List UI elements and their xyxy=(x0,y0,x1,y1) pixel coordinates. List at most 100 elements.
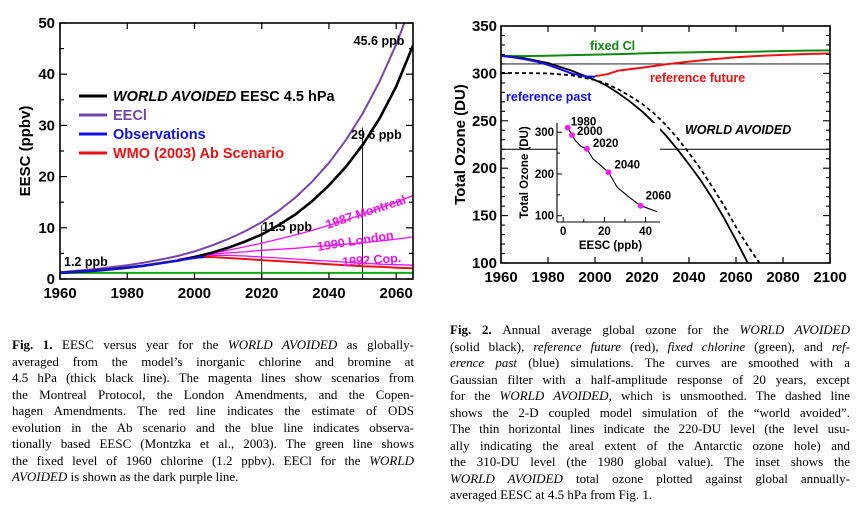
y-axis-title: EESC (ppbv) xyxy=(17,106,34,197)
point-label: 29.6 ppb xyxy=(351,128,402,142)
series-label: WORLD AVOIDED xyxy=(685,123,791,137)
caption-text: ref- xyxy=(831,338,850,354)
x-tick-label: 2040 xyxy=(312,285,345,302)
caption-text: Annual average global ozone for the xyxy=(502,322,740,337)
x-tick-label: 1980 xyxy=(111,285,144,302)
y-tick-label: 200 xyxy=(472,160,497,177)
figure-2-caption: Fig. 2. Annual average global ozone for … xyxy=(450,322,850,504)
caption-line: averaged EESC at 4.5 hPa from Fig. 1. xyxy=(450,487,850,504)
caption-text: as globally- xyxy=(337,337,414,352)
figure-1-caption: Fig. 1. EESC versus year for the WORLD A… xyxy=(12,337,414,486)
legend-entry: EECl xyxy=(113,108,147,124)
series-label: reference future xyxy=(650,71,745,85)
figure-1-eesc-chart: 1960 1980 2000 2020 2040 2060 0 10 20 30 40 50 EESC … xyxy=(17,15,414,302)
series-line-reference-future xyxy=(594,52,830,78)
caption-line: 4.5 hPa (thick black line). The magenta … xyxy=(12,370,414,387)
x-tick-label: 1980 xyxy=(531,269,564,286)
x-tick-label: 1960 xyxy=(484,269,517,286)
inset-x-tick-label: 20 xyxy=(598,226,611,238)
caption-text: evolution in the Ab scenario and the blu… xyxy=(12,419,414,435)
x-tick-label: 2060 xyxy=(719,269,752,286)
point-label: 45.6 ppb xyxy=(354,34,405,48)
caption-text: the 310-DU level (the 1980 global value)… xyxy=(450,454,850,469)
caption-text: averaged EESC at 4.5 hPa from Fig. 1. xyxy=(450,487,653,502)
series-line-1990-london xyxy=(177,236,413,261)
caption-text: EESC versus year for the xyxy=(62,337,228,352)
caption-text: 4.5 hPa (thick black line). The magenta … xyxy=(12,370,414,385)
caption-text: WORLD AVOIDED xyxy=(499,388,609,403)
caption-text: for the xyxy=(450,388,500,403)
inset-point-label: 2060 xyxy=(646,191,672,203)
series-line-fixed-cl xyxy=(501,49,830,58)
x-tick-label: 2080 xyxy=(766,269,799,286)
inset-point xyxy=(564,124,571,131)
caption-text: tionally based EESC (Montzka et al., 200… xyxy=(12,436,414,451)
scenario-label: 1987 Montreal xyxy=(324,193,408,232)
y-tick-label: 10 xyxy=(38,220,55,237)
x-tick-label: 2060 xyxy=(380,285,413,302)
caption-line: Gaussian filter with a half-amplitude re… xyxy=(450,372,850,389)
caption-label: Fig. 2. xyxy=(450,322,503,337)
caption-line: AVOIDED is shown as the dark purple line… xyxy=(12,469,414,486)
caption-text: (blue) simulations. The curves are smoot… xyxy=(517,355,851,370)
inset-point-label: 2040 xyxy=(615,159,641,171)
y-tick-label: 20 xyxy=(38,169,55,186)
series-line-reference-past xyxy=(501,54,596,78)
caption-line: erence past (blue) simulations. The curv… xyxy=(450,355,850,372)
y-tick-label: 40 xyxy=(38,66,55,83)
y-tick-label: 150 xyxy=(472,208,497,225)
caption-text: The thin horizontal lines indicate the 2… xyxy=(450,421,850,436)
caption-line: the fixed level of 1960 chlorine (1.2 pp… xyxy=(12,453,414,470)
inset-point-label: 2020 xyxy=(593,138,619,150)
caption-label: Fig. 1. xyxy=(12,337,63,352)
caption-text: (green), and xyxy=(745,338,832,354)
y-tick-label: 300 xyxy=(472,65,497,82)
legend-entry: Observations xyxy=(113,127,206,143)
inset-y-tick-label: 300 xyxy=(535,127,554,139)
caption-text: reference future xyxy=(533,338,622,354)
series-label: reference past xyxy=(506,90,592,104)
x-tick-label: 2100 xyxy=(813,269,846,286)
scenario-label: 1992 Cop. xyxy=(342,251,402,269)
series-line-1992-cop- xyxy=(177,254,413,266)
series-line-world-avoided xyxy=(501,55,749,263)
caption-text: hagen Amendments. The red line indicates… xyxy=(12,403,414,418)
caption-text: WORLD AVOIDED xyxy=(739,322,850,337)
series-line-observations xyxy=(60,256,205,274)
y-axis-title: Total Ozone (DU) xyxy=(452,84,469,205)
inset-y-axis-title: Total Ozone (DU) xyxy=(519,126,531,219)
caption-line: tionally based EESC (Montzka et al., 200… xyxy=(12,436,414,453)
caption-text: is shown as the dark purple line. xyxy=(67,469,239,484)
caption-text: AVOIDED xyxy=(12,469,68,484)
series-label: fixed Cl xyxy=(590,39,635,53)
point-label: 11.5 ppb xyxy=(262,220,312,234)
y-tick-label: 350 xyxy=(472,18,497,35)
figure-2-ozone-chart: 1960 1980 2000 2020 2040 2060 2080 210010015020… xyxy=(452,18,847,286)
caption-line: averaged from the model’s inorganic chlo… xyxy=(12,354,414,371)
caption-line: hagen Amendments. The red line indicates… xyxy=(12,403,414,420)
caption-line: ally indicating the areal extent of the … xyxy=(450,438,850,455)
inset-x-tick-label: 40 xyxy=(639,226,652,238)
inset-y-tick-label: 200 xyxy=(535,169,554,181)
caption-line: the 310-DU level (the 1980 global value)… xyxy=(450,454,850,471)
series-line-wmo-2003-ab-scenario xyxy=(177,256,413,270)
caption-line: evolution in the Ab scenario and the blu… xyxy=(12,420,414,437)
caption-text: WORLD AVOIDED xyxy=(227,337,338,352)
x-tick-label: 2020 xyxy=(245,285,278,302)
x-tick-label: 1960 xyxy=(43,285,76,302)
y-tick-label: 100 xyxy=(472,255,497,272)
series-line-2-d-model-dashed- xyxy=(501,72,761,263)
y-tick-label: 30 xyxy=(38,117,55,134)
plot-frame xyxy=(500,25,831,264)
caption-text: the fixed level of 1960 chlorine (1.2 pp… xyxy=(12,452,370,468)
x-tick-label: 2040 xyxy=(672,269,705,286)
inset-point xyxy=(605,169,612,176)
x-tick-label: 2000 xyxy=(578,269,611,286)
inset-point-label: 1980 xyxy=(571,117,597,129)
inset-x-tick-label: 0 xyxy=(560,226,566,238)
caption-line: for the WORLD AVOIDED, which is unsmooth… xyxy=(450,388,850,405)
inset-point xyxy=(569,132,576,139)
series-line-eecl xyxy=(60,23,406,274)
point-label: 1.2 ppb xyxy=(64,255,108,269)
